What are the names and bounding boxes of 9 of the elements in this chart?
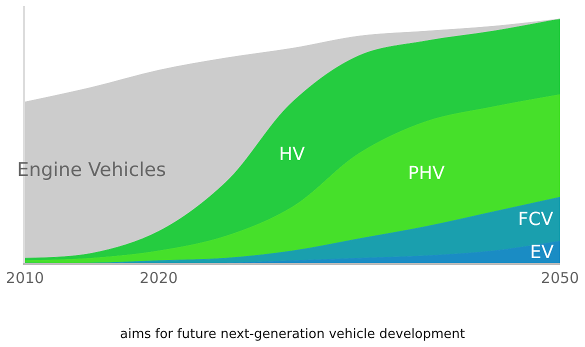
series-label: EV	[530, 242, 554, 263]
x-tick-label: 2020	[140, 269, 178, 287]
series-label: Engine Vehicles	[17, 159, 166, 181]
series-label: PHV	[408, 163, 446, 184]
text: aims for future next-generation vehicle development	[120, 327, 466, 342]
x-tick-label: 2050	[540, 269, 580, 287]
series-label: HV	[279, 144, 306, 165]
series-label: FCV	[518, 209, 554, 230]
x-tick-label: 2010	[6, 269, 44, 287]
